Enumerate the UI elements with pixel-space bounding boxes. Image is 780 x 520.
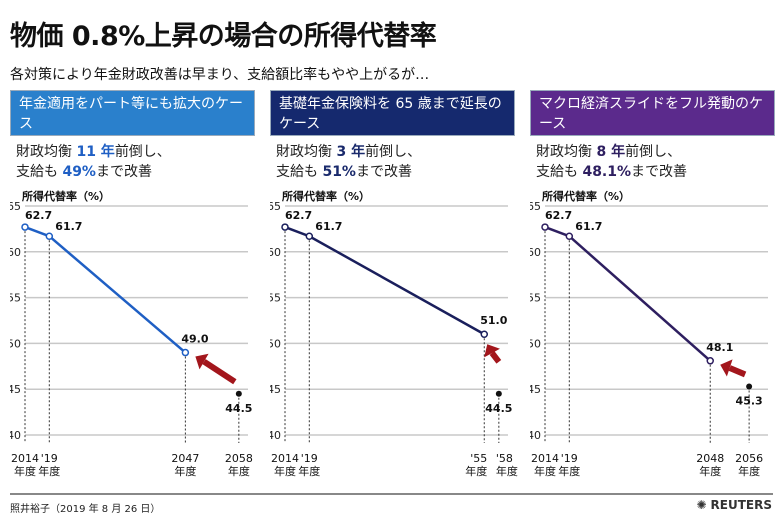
y-axis-label: 所得代替率（%） bbox=[282, 190, 371, 203]
x-tick-label: '58 bbox=[496, 452, 513, 465]
y-tick-label: 40 bbox=[10, 429, 21, 442]
x-tick-label: 2056 bbox=[735, 452, 763, 465]
x-tick-label: 2047 bbox=[171, 452, 199, 465]
x-tick-unit: 年度 bbox=[534, 464, 556, 478]
panel-header: 基礎年金保険料を 65 歳まで延長のケース bbox=[270, 90, 515, 136]
arrow-shaft bbox=[489, 351, 502, 364]
arrow-shaft bbox=[728, 365, 747, 378]
line-chart: 4045505560652014年度'19年度'55年度'58年度62.761.… bbox=[270, 200, 518, 478]
arrow-shaft bbox=[202, 359, 237, 385]
data-point bbox=[706, 357, 714, 365]
data-label: 61.7 bbox=[315, 220, 342, 233]
data-label: 62.7 bbox=[285, 209, 312, 222]
data-label: 44.5 bbox=[485, 402, 512, 415]
data-point bbox=[181, 348, 190, 357]
series-line bbox=[284, 225, 485, 336]
data-label: 49.0 bbox=[181, 333, 208, 346]
data-label: 61.7 bbox=[55, 220, 82, 233]
arrow-head bbox=[195, 353, 209, 370]
x-tick-unit: 年度 bbox=[496, 464, 518, 478]
line-chart: 4045505560652014年度'19年度2047年度2058年度62.76… bbox=[10, 200, 253, 478]
data-point bbox=[21, 223, 29, 231]
x-tick-unit: 年度 bbox=[14, 464, 36, 478]
y-tick-label: 45 bbox=[530, 383, 541, 396]
x-tick-unit: 年度 bbox=[228, 464, 250, 478]
arrow-head bbox=[484, 344, 500, 358]
y-tick-label: 60 bbox=[270, 246, 281, 259]
credit: 照井裕子（2019 年 8 月 26 日） bbox=[10, 504, 161, 515]
end-point bbox=[746, 383, 753, 390]
panel-description: 財政均衡 3 年前倒し、 支給も 51%まで改善 bbox=[276, 144, 422, 180]
x-tick-unit: 年度 bbox=[699, 464, 721, 478]
x-tick-label: '19 bbox=[301, 452, 318, 465]
y-axis-label: 所得代替率（%） bbox=[542, 190, 631, 203]
y-tick-label: 55 bbox=[10, 292, 21, 305]
y-tick-label: 55 bbox=[270, 292, 281, 305]
y-tick-label: 50 bbox=[270, 337, 281, 350]
data-label: 51.0 bbox=[480, 314, 507, 327]
y-tick-label: 65 bbox=[270, 200, 281, 213]
data-label: 45.3 bbox=[736, 394, 763, 407]
y-tick-label: 45 bbox=[270, 383, 281, 396]
y-tick-label: 65 bbox=[530, 200, 541, 213]
panel-description: 財政均衡 11 年前倒し、 支給も 49%まで改善 bbox=[16, 144, 171, 180]
panel-1: 年金適用をパート等にも拡大のケース 財政均衡 11 年前倒し、 支給も 49%まで… bbox=[10, 90, 255, 182]
data-label: 61.7 bbox=[575, 220, 602, 233]
x-tick-unit: 年度 bbox=[274, 464, 296, 478]
data-label: 48.1 bbox=[706, 341, 733, 354]
x-tick-unit: 年度 bbox=[465, 464, 487, 478]
x-tick-unit: 年度 bbox=[38, 464, 60, 478]
data-point bbox=[281, 223, 289, 231]
panel-2: 基礎年金保険料を 65 歳まで延長のケース 財政均衡 3 年前倒し、 支給も 51… bbox=[270, 90, 515, 182]
y-tick-label: 60 bbox=[10, 246, 21, 259]
arrow-head bbox=[720, 359, 733, 377]
line-chart: 4045505560652014年度'19年度2048年度2056年度62.76… bbox=[530, 200, 768, 478]
panel-description: 財政均衡 8 年前倒し、 支給も 48.1%まで改善 bbox=[536, 144, 688, 180]
reuters-logo-icon: ✺ bbox=[696, 498, 707, 512]
data-point bbox=[541, 223, 549, 231]
y-tick-label: 40 bbox=[530, 429, 541, 442]
y-tick-label: 55 bbox=[530, 292, 541, 305]
x-tick-unit: 年度 bbox=[298, 464, 320, 478]
y-tick-label: 60 bbox=[530, 246, 541, 259]
x-tick-label: '19 bbox=[561, 452, 578, 465]
x-tick-unit: 年度 bbox=[174, 464, 196, 478]
data-point bbox=[45, 232, 54, 240]
y-tick-label: 65 bbox=[10, 200, 21, 213]
y-tick-label: 45 bbox=[10, 383, 21, 396]
data-point bbox=[565, 232, 574, 240]
data-point bbox=[480, 330, 489, 338]
y-tick-label: 50 bbox=[530, 337, 541, 350]
reuters-logo: ✺ REUTERS bbox=[696, 498, 772, 512]
data-label: 44.5 bbox=[225, 402, 252, 415]
x-tick-label: 2058 bbox=[225, 452, 253, 465]
data-label: 62.7 bbox=[545, 209, 572, 222]
panel-header: マクロ経済スライドをフル発動のケース bbox=[530, 90, 775, 136]
y-axis-label: 所得代替率（%） bbox=[22, 190, 111, 203]
data-point bbox=[305, 232, 314, 240]
y-tick-label: 50 bbox=[10, 337, 21, 350]
x-tick-label: '19 bbox=[41, 452, 58, 465]
x-tick-unit: 年度 bbox=[738, 464, 760, 478]
x-tick-label: '55 bbox=[470, 452, 487, 465]
x-tick-unit: 年度 bbox=[558, 464, 580, 478]
x-tick-label: 2014 bbox=[11, 452, 39, 465]
page-title: 物価 0.8%上昇の場合の所得代替率 bbox=[10, 21, 437, 52]
x-tick-label: 2014 bbox=[271, 452, 299, 465]
x-tick-label: 2014 bbox=[531, 452, 559, 465]
end-point bbox=[235, 390, 242, 397]
data-label: 62.7 bbox=[25, 209, 52, 222]
x-tick-label: 2048 bbox=[696, 452, 724, 465]
panel-3: マクロ経済スライドをフル発動のケース 財政均衡 8 年前倒し、 支給も 48.1%… bbox=[530, 90, 775, 182]
panel-header: 年金適用をパート等にも拡大のケース bbox=[10, 90, 255, 136]
page-subtitle: 各対策により年金財政改善は早まり、支給額比率もやや上がるが… bbox=[10, 67, 430, 83]
y-tick-label: 40 bbox=[270, 429, 281, 442]
end-point bbox=[495, 390, 502, 397]
footer-divider bbox=[10, 493, 773, 495]
